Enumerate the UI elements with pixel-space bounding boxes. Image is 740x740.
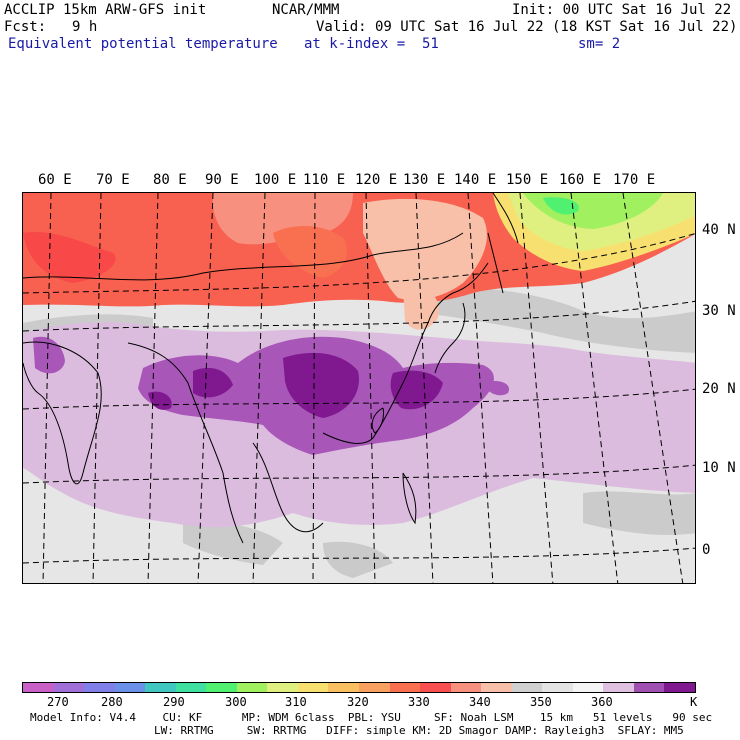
lat-label: 10 N [702,460,736,476]
graticule [23,193,695,583]
colorbar-swatch [450,683,482,692]
colorbar-swatch [664,683,696,692]
lon-label: 140 E [454,172,497,188]
model-title: ACCLIP 15km ARW-GFS init [4,2,207,18]
organization-label: NCAR/MMM [272,2,340,18]
level-info: at k-index = 51 [304,36,439,52]
colorbar-swatch [603,683,634,692]
colorbar-swatch [359,683,390,692]
theta-e-map [22,192,696,584]
coastlines [23,193,519,544]
colorbar-tick: 310 [285,695,307,709]
forecast-label: Fcst: [4,19,47,35]
colorbar-swatch [328,683,360,692]
lat-label: 40 N [702,222,736,238]
lon-label: 90 E [205,172,239,188]
colorbar-swatch [511,683,543,692]
colorbar-swatch [297,683,329,692]
field-name: Equivalent potential temperature [8,36,278,52]
colorbar-tick: 350 [530,695,552,709]
colorbar-swatch [572,683,604,692]
lat-label: 30 N [702,303,736,319]
colorbar-tick: 280 [101,695,123,709]
lon-label: 70 E [96,172,130,188]
colorbar-swatch [481,683,512,692]
colorbar-swatch [236,683,268,692]
forecast-hour: 9 h [72,19,98,35]
colorbar-swatch [267,683,298,692]
lon-label: 110 E [303,172,346,188]
colorbar-tick: 320 [347,695,369,709]
northeast-cool-region [493,193,695,271]
colorbar-swatch [53,683,85,692]
lon-label: 80 E [153,172,187,188]
colorbar-swatch [633,683,665,692]
colorbar-swatch [175,683,207,692]
colorbar-unit: K [690,695,698,709]
init-time: Init: 00 UTC Sat 16 Jul 22 [512,2,732,18]
colorbar-swatch [420,683,451,692]
colorbar-tick: 270 [47,695,69,709]
smoothing-info: sm= 2 [578,36,621,52]
lon-label: 170 E [613,172,656,188]
lon-label: 160 E [559,172,602,188]
colorbar-swatch [389,683,421,692]
colorbar-tick: 290 [163,695,185,709]
colorbar-swatch [145,683,176,692]
colorbar-swatch [542,683,573,692]
lon-label: 60 E [38,172,72,188]
colorbar-swatch [114,683,146,692]
colorbar-swatch [206,683,237,692]
lon-label: 100 E [254,172,297,188]
lat-label: 20 N [702,381,736,397]
colorbar-tick: 300 [225,695,247,709]
lon-label: 120 E [355,172,398,188]
colorbar-tick: 330 [408,695,430,709]
colorbar [22,682,696,693]
lat-label: 0 [702,542,711,558]
colorbar-tick: 340 [469,695,491,709]
model-info-line: Model Info: V4.4 CU: KF MP: WDM 6class P… [30,711,713,724]
colorbar-tick: 360 [591,695,613,709]
colorbar-swatch [84,683,115,692]
lon-label: 150 E [506,172,549,188]
lon-label: 130 E [403,172,446,188]
valid-time: Valid: 09 UTC Sat 16 Jul 22 (18 KST Sat … [316,19,738,35]
physics-info-line: LW: RRTMG SW: RRTMG DIFF: simple KM: 2D … [154,724,684,737]
dark-purple-core [148,352,443,418]
colorbar-swatch [23,683,54,692]
